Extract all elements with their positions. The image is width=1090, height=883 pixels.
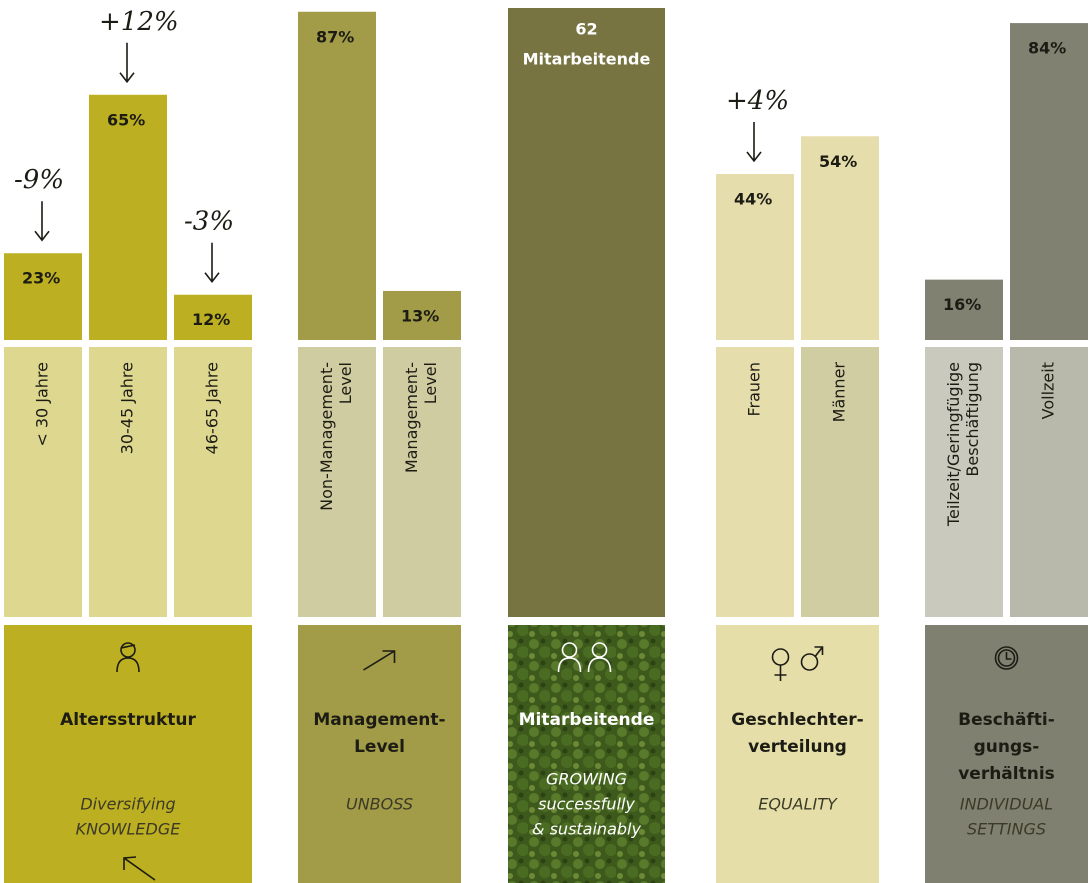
category-label: Frauen [745, 362, 764, 417]
decor-arrow [123, 856, 156, 881]
category-label: Teilzeit/Geringfügige [944, 362, 963, 527]
tile-title: Mitarbeitende [519, 710, 655, 730]
bar [383, 290, 461, 340]
change-annotation: -9% [14, 165, 64, 195]
tile [298, 625, 461, 883]
annotation-arrow [34, 201, 50, 242]
value-label: 87% [316, 27, 354, 46]
bar [174, 294, 252, 340]
category-box [716, 347, 794, 617]
category-box [801, 347, 879, 617]
value-label: 23% [22, 269, 60, 288]
category-label: Level [336, 362, 355, 404]
tile-title: Geschlechter- [731, 710, 863, 730]
tile-title: verteilung [748, 737, 847, 757]
category-label: Level [421, 362, 440, 404]
category-label: Männer [830, 362, 849, 423]
bar [801, 136, 879, 340]
tile [925, 625, 1088, 883]
icon [116, 657, 140, 673]
category-label: Non-Management- [317, 362, 336, 511]
tile-subtitle: Diversifying [80, 795, 175, 814]
employee-bar [508, 8, 665, 617]
category-label: < 30 Jahre [33, 362, 52, 447]
icon [1005, 652, 1012, 660]
category-box [174, 347, 252, 617]
icon [557, 657, 582, 673]
tile-subtitle: successfully [538, 795, 635, 814]
value-label: 65% [107, 110, 145, 129]
annotation-arrow [119, 42, 135, 84]
annotation-arrow [746, 122, 762, 163]
category-label: 46-65 Jahre [203, 362, 222, 454]
icon [120, 642, 136, 658]
tile [508, 625, 665, 883]
value-label: 44% [734, 190, 772, 209]
icon [774, 665, 787, 681]
value-label: 16% [943, 295, 981, 314]
bar [925, 279, 1003, 340]
category-label: 30-45 Jahre [118, 362, 137, 454]
icon [561, 642, 578, 658]
bar [4, 253, 82, 340]
category-box [298, 347, 376, 617]
icon [587, 657, 612, 673]
tile-subtitle: SETTINGS [967, 820, 1046, 839]
tile-subtitle: KNOWLEDGE [76, 820, 182, 839]
value-label: 54% [819, 152, 857, 171]
change-annotation: -3% [184, 207, 234, 237]
change-annotation: +12% [99, 7, 179, 37]
category-box [1010, 347, 1088, 617]
tile-subtitle: GROWING [546, 770, 627, 789]
value-label: 12% [192, 310, 230, 329]
tile [716, 625, 879, 883]
bar [89, 94, 167, 340]
category-box [89, 347, 167, 617]
icon [997, 649, 1016, 667]
tile-subtitle: & sustainably [532, 820, 641, 839]
category-label: Vollzeit [1039, 362, 1058, 419]
tile-subtitle: INDIVIDUAL [960, 795, 1053, 814]
tile-title: gungs- [974, 737, 1040, 757]
tile-title: Beschäfti- [958, 710, 1055, 730]
tile-title: verhältnis [958, 764, 1055, 784]
icon [814, 646, 824, 657]
category-label: Management- [402, 362, 421, 473]
annotation-arrow [204, 242, 220, 284]
category-box [383, 347, 461, 617]
change-annotation: +4% [726, 86, 789, 116]
bar [298, 11, 376, 340]
icon [994, 646, 1019, 670]
value-label: 13% [401, 306, 439, 325]
bar [1010, 23, 1088, 340]
tile [4, 625, 252, 883]
employee-label: Mitarbeitende [523, 50, 651, 69]
tile-title: Management- [313, 710, 445, 730]
value-label: 84% [1028, 39, 1066, 58]
bar [716, 174, 794, 340]
icon [363, 650, 396, 671]
tile-subtitle: UNBOSS [346, 795, 413, 814]
tile-title: Level [354, 737, 405, 757]
icon [800, 653, 819, 671]
category-label: Beschäftigung [963, 362, 982, 477]
category-box [4, 347, 82, 617]
employee-count: 62 [575, 20, 597, 39]
icon [120, 644, 136, 649]
content: 23% < 30 Jahre -9% 65% 30-45 Jahre +12% 12% 46-… [4, 7, 1088, 883]
tile-subtitle: EQUALITY [758, 795, 838, 814]
category-box [925, 347, 1003, 617]
icon [591, 642, 608, 658]
tile-title: Altersstruktur [60, 710, 196, 730]
